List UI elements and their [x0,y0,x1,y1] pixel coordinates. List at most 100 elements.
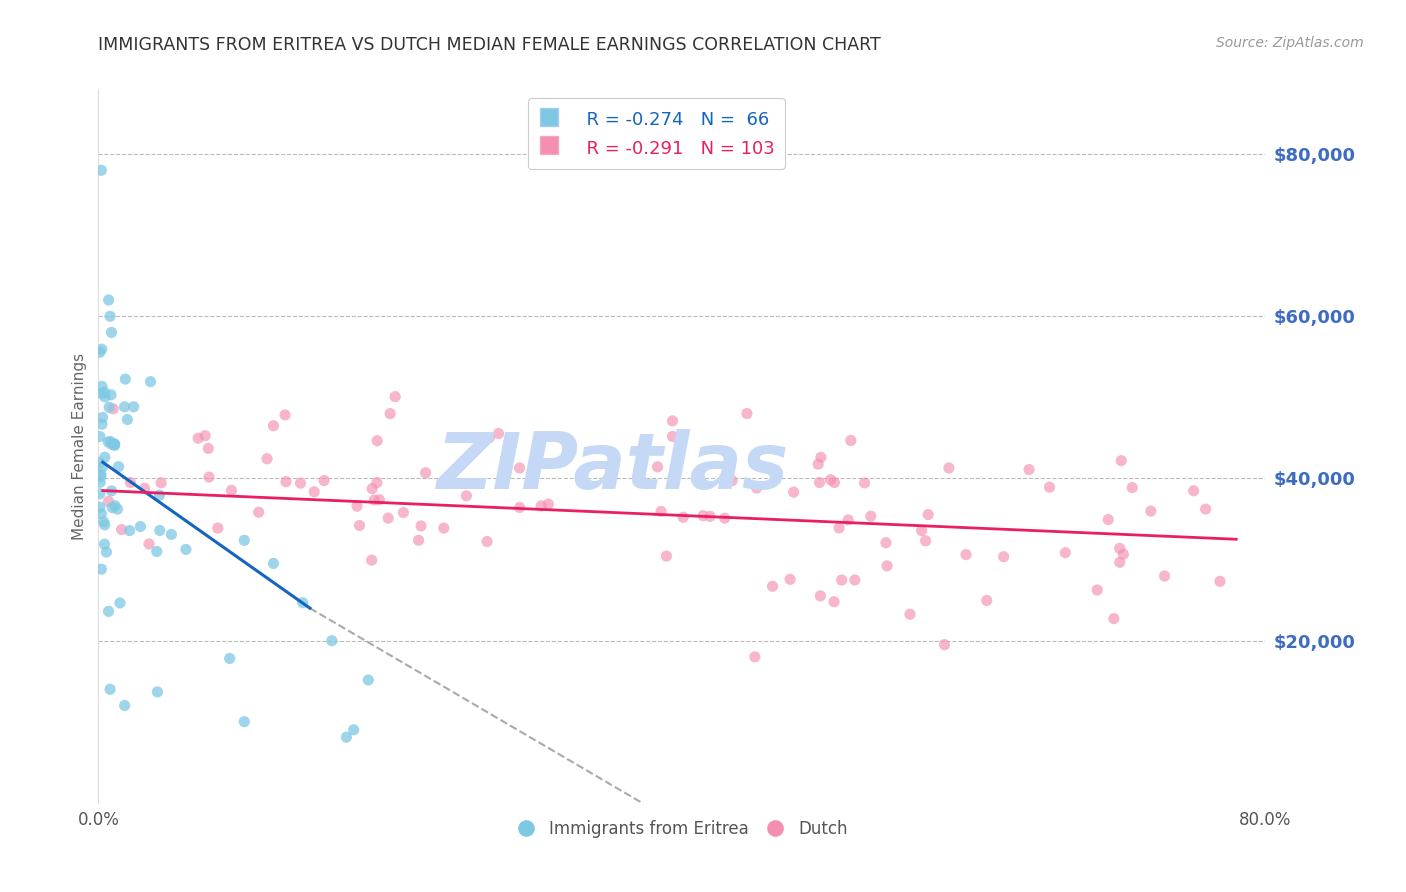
Point [859,509,882,524]
Point [1085,582,1108,597]
Point [343,723,366,737]
Point [692,508,714,523]
Point [380,407,402,421]
Point [91,460,114,475]
Point [976,593,998,607]
Point [357,673,380,687]
Point [828,521,851,535]
Point [91,417,114,432]
Point [90,342,112,356]
Point [831,573,853,587]
Point [917,508,939,522]
Point [530,499,553,513]
Point [114,400,136,414]
Point [509,500,531,515]
Point [274,475,297,489]
Point [1153,569,1175,583]
Point [146,544,169,558]
Point [377,511,399,525]
Point [100,483,122,498]
Point [1097,512,1119,526]
Point [98,310,121,324]
Point [721,474,744,488]
Point [90,163,112,178]
Point [94,450,117,465]
Point [744,649,766,664]
Point [392,506,415,520]
Point [90,467,112,482]
Point [810,450,832,465]
Point [90,379,112,393]
Point [853,475,876,490]
Point [993,549,1015,564]
Point [100,437,122,451]
Point [89,456,111,470]
Point [1209,574,1232,589]
Point [221,483,243,498]
Point [1194,502,1216,516]
Point [761,579,783,593]
Point [934,638,956,652]
Point [89,475,111,490]
Point [117,412,139,426]
Point [138,537,160,551]
Point [107,502,129,516]
Point [89,500,111,515]
Point [876,558,898,573]
Point [120,475,142,490]
Text: IMMIGRANTS FROM ERITREA VS DUTCH MEDIAN FEMALE EARNINGS CORRELATION CHART: IMMIGRANTS FROM ERITREA VS DUTCH MEDIAN … [98,36,882,54]
Point [94,517,117,532]
Point [114,372,136,386]
Point [537,497,560,511]
Point [488,426,510,441]
Legend: Immigrants from Eritrea, Dutch: Immigrants from Eritrea, Dutch [509,814,855,845]
Point [94,390,117,404]
Point [100,326,122,340]
Point [96,545,118,559]
Point [1108,555,1130,569]
Point [460,431,482,445]
Point [475,534,498,549]
Point [89,429,111,443]
Point [433,521,456,535]
Point [100,434,122,449]
Point [898,607,921,622]
Point [262,557,284,571]
Point [256,451,278,466]
Point [122,400,145,414]
Point [97,494,120,508]
Point [114,698,136,713]
Point [149,524,172,538]
Point [699,509,721,524]
Point [415,466,437,480]
Point [823,475,845,490]
Point [274,408,297,422]
Point [103,438,125,452]
Point [1112,547,1135,561]
Point [321,633,343,648]
Point [911,524,934,538]
Point [107,459,129,474]
Point [262,418,284,433]
Point [783,485,806,500]
Point [661,429,683,443]
Point [349,518,371,533]
Point [820,473,842,487]
Point [194,428,217,442]
Point [233,533,256,548]
Point [363,492,385,507]
Point [134,481,156,495]
Point [233,714,256,729]
Point [207,521,229,535]
Point [100,388,122,402]
Point [97,293,120,307]
Point [89,487,111,501]
Point [129,519,152,533]
Text: ZIPatlas: ZIPatlas [436,429,787,506]
Point [1109,453,1132,467]
Point [779,572,801,586]
Point [197,442,219,456]
Point [93,385,115,400]
Point [93,537,115,551]
Point [89,345,111,359]
